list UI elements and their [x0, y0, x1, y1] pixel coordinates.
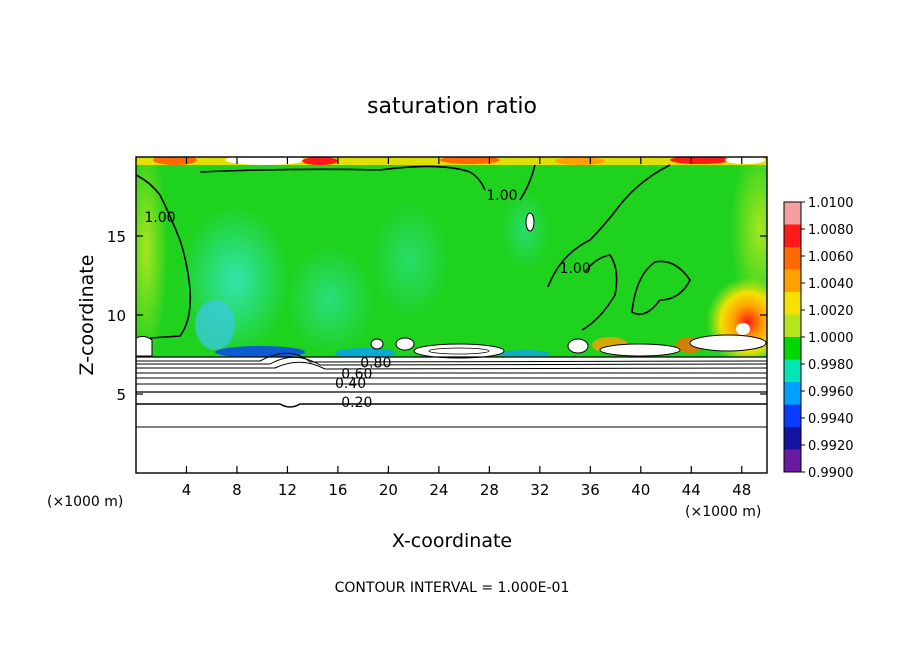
y-axis-ticks: 5 10 15 — [107, 228, 767, 404]
x-tick-label: 16 — [328, 481, 347, 499]
colorbar-swatch — [784, 269, 801, 293]
y-tick-label: 15 — [107, 228, 126, 246]
colorbar-level-label: 1.0100 — [808, 196, 854, 211]
x-tick-label: 44 — [682, 481, 701, 499]
x-unit-note-left: (×1000 m) — [47, 494, 123, 510]
colorbar-swatch — [784, 202, 801, 225]
x-tick-label: 48 — [732, 481, 751, 499]
x-tick-label: 12 — [278, 481, 297, 499]
colorbar-level-label: 1.0020 — [808, 304, 854, 319]
contour-label: 1.00 — [144, 210, 175, 226]
contour-label: 0.80 — [360, 356, 391, 372]
x-tick-label: 28 — [480, 481, 499, 499]
colorbar: 1.0100 1.0080 1.0060 1.0040 1.0020 1.0000 0.99… — [783, 196, 854, 481]
contour-label: 1.00 — [560, 261, 591, 277]
colorbar-level-label: 1.0040 — [808, 277, 854, 292]
y-tick-label: 10 — [107, 307, 126, 325]
colorbar-swatch — [784, 359, 801, 383]
colorbar-swatch — [784, 224, 801, 248]
colorbar-swatch — [784, 449, 801, 473]
colorbar-level-label: 0.9940 — [808, 412, 854, 427]
x-axis-ticks: 4 8 12 16 20 24 28 32 36 40 44 48 — [182, 157, 751, 499]
x-tick-label: 36 — [581, 481, 600, 499]
contour-interval-note: CONTOUR INTERVAL = 1.000E-01 — [335, 580, 570, 596]
colorbar-swatch — [784, 292, 801, 315]
colorbar-swatch — [784, 314, 801, 338]
colorbar-level-label: 0.9980 — [808, 358, 854, 373]
chart-title: saturation ratio — [367, 94, 537, 119]
colorbar-level-label: 1.0000 — [808, 331, 854, 346]
colorbar-swatch — [784, 337, 801, 360]
contour-label: 0.60 — [341, 367, 372, 383]
y-tick-label: 5 — [116, 386, 126, 404]
x-tick-label: 20 — [379, 481, 398, 499]
y-axis-label: Z-coordinate — [76, 255, 98, 376]
contour-labels: 1.00 1.00 1.00 0.800.600.40 0.20 — [144, 188, 591, 411]
x-tick-label: 40 — [631, 481, 650, 499]
colorbar-level-label: 1.0060 — [808, 250, 854, 265]
contour-lines — [136, 164, 767, 428]
x-tick-label: 8 — [232, 481, 242, 499]
x-tick-label: 24 — [429, 481, 448, 499]
contour-field — [136, 157, 767, 473]
colorbar-level-label: 0.9960 — [808, 385, 854, 400]
contour-label: 0.40 — [335, 376, 366, 392]
x-tick-label: 4 — [182, 481, 192, 499]
contour-label: 0.20 — [341, 395, 372, 411]
colorbar-swatch — [784, 382, 801, 405]
contour-label: 1.00 — [486, 188, 517, 204]
colorbar-swatch — [784, 404, 801, 428]
colorbar-level-label: 0.9900 — [808, 466, 854, 481]
x-unit-note-right: (×1000 m) — [685, 504, 761, 520]
colorbar-level-label: 0.9920 — [808, 439, 854, 454]
x-axis-label: X-coordinate — [392, 530, 512, 552]
colorbar-swatch — [784, 427, 801, 450]
colorbar-swatch — [784, 247, 801, 270]
colorbar-level-label: 1.0080 — [808, 223, 854, 238]
x-tick-label: 32 — [530, 481, 549, 499]
